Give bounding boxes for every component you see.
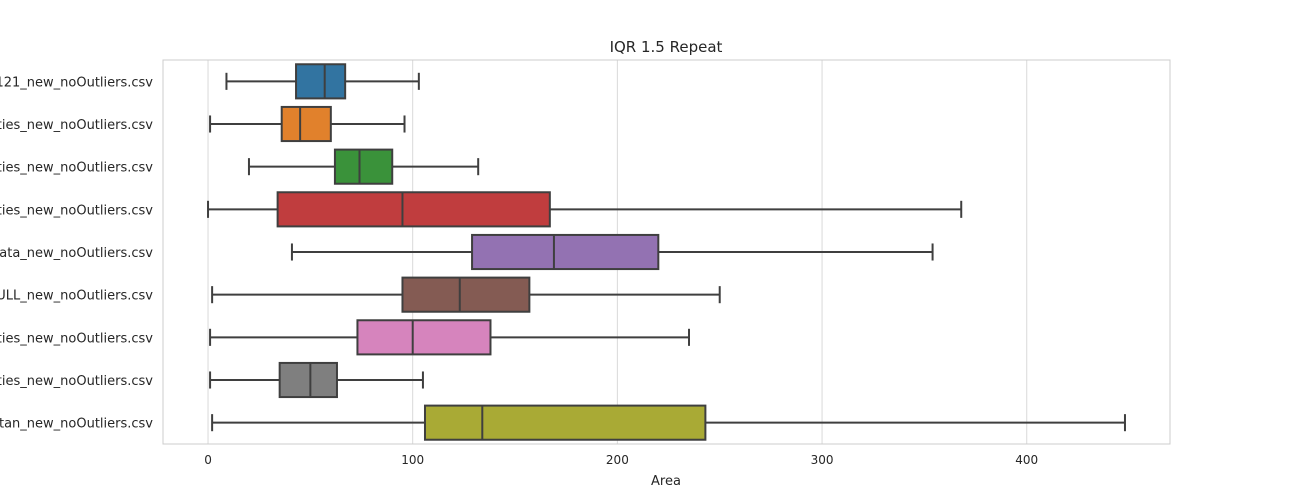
box-series-5: [290, 233, 934, 271]
y-tick-label: stan_new_noOutliers.csv: [0, 417, 153, 432]
plot-frame: [162, 59, 1171, 445]
chart-title: IQR 1.5 Repeat: [610, 38, 723, 56]
y-tick-labels: 121_new_noOutliers.csv rties_new_noOutlie…: [0, 75, 153, 431]
box-series-4: [207, 191, 963, 228]
x-tick-label: 200: [606, 453, 629, 467]
iqr-box: [280, 105, 332, 143]
x-tick-label: 300: [811, 453, 834, 467]
iqr-box: [423, 404, 707, 441]
y-tick-label: rties_new_noOutliers.csv: [0, 161, 153, 176]
x-tick-label: 100: [401, 453, 424, 467]
iqr-box: [278, 361, 338, 399]
box-series-7: [209, 319, 691, 356]
x-tick-labels: 0 100 200 300 400: [204, 453, 1038, 467]
box-series-9: [211, 404, 1126, 441]
iqr-box: [333, 148, 394, 185]
y-tick-label: ULL_new_noOutliers.csv: [0, 289, 153, 304]
x-axis-label: Area: [651, 474, 681, 489]
iqr-box: [471, 233, 660, 271]
box-series-3: [247, 148, 480, 185]
y-tick-label: rties_new_noOutliers.csv: [0, 331, 153, 346]
box-series-8: [209, 361, 424, 399]
iqr-box: [356, 319, 492, 356]
iqr-box: [401, 276, 531, 313]
y-tick-label: rties_new_noOutliers.csv: [0, 374, 153, 389]
x-tick-label: 0: [204, 453, 212, 467]
box-series-6: [211, 276, 721, 313]
y-tick-label: rties_new_noOutliers.csv: [0, 203, 153, 218]
box-layer: [207, 63, 1126, 441]
x-tick-label: 400: [1015, 453, 1038, 467]
y-tick-label: data_new_noOutliers.csv: [0, 246, 153, 261]
y-tick-label: 121_new_noOutliers.csv: [0, 75, 153, 90]
y-tick-label: rties_new_noOutliers.csv: [0, 118, 153, 133]
iqr-box: [295, 63, 347, 100]
iqr-box: [276, 191, 551, 228]
box-series-2: [209, 105, 406, 143]
box-series-1: [225, 63, 420, 100]
